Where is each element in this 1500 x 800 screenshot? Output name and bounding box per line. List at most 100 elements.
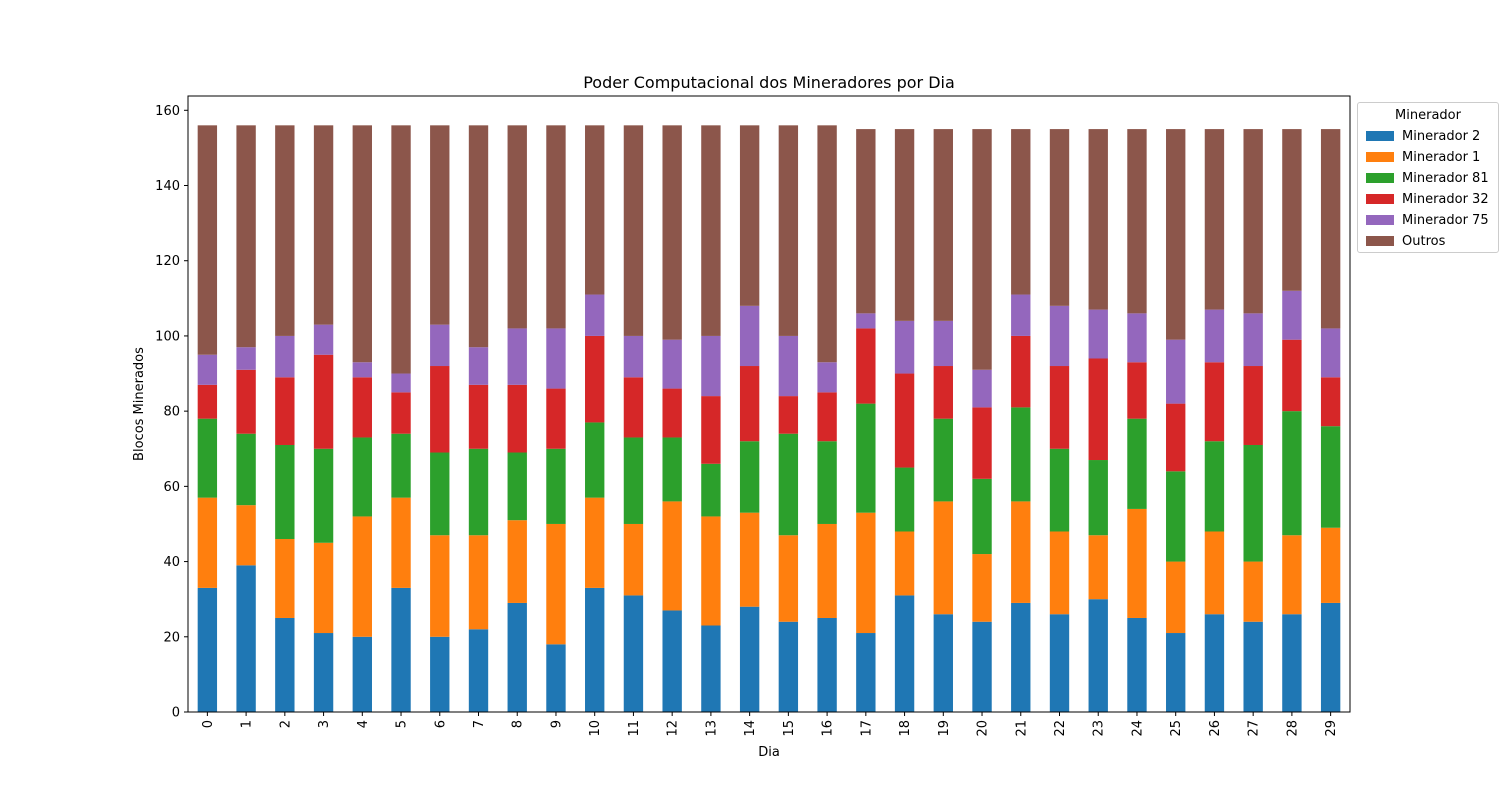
bar-segment-dia-23-series-5 bbox=[1088, 129, 1108, 310]
bar-segment-dia-3-series-1 bbox=[313, 542, 334, 634]
bar-segment-dia-11-series-5 bbox=[623, 125, 644, 336]
bar-segment-dia-13-series-4 bbox=[701, 335, 721, 397]
bar-segment-dia-13-series-5 bbox=[701, 125, 721, 336]
bar-segment-dia-7-series-2 bbox=[468, 448, 489, 536]
bar-segment-dia-10-series-5 bbox=[585, 125, 605, 295]
legend-label: Minerador 81 bbox=[1402, 170, 1489, 186]
bar-segment-dia-3-series-3 bbox=[313, 354, 334, 449]
bar-segment-dia-21-series-4 bbox=[1011, 294, 1031, 336]
bar-segment-dia-17-series-0 bbox=[856, 633, 876, 712]
bar-segment-dia-22-series-5 bbox=[1049, 129, 1070, 306]
x-tick-label: 17 bbox=[859, 720, 874, 737]
bar-segment-dia-24-series-3 bbox=[1127, 362, 1147, 419]
bar-segment-dia-21-series-3 bbox=[1011, 335, 1031, 408]
bar-segment-dia-18-series-4 bbox=[894, 320, 915, 374]
bar-segment-dia-18-series-1 bbox=[894, 531, 915, 596]
bar-segment-dia-19-series-4 bbox=[933, 320, 953, 367]
bar-segment-dia-2-series-4 bbox=[275, 335, 295, 378]
bar-segment-dia-13-series-0 bbox=[701, 625, 721, 712]
bar-segment-dia-2-series-1 bbox=[275, 539, 295, 618]
bar-segment-dia-27-series-2 bbox=[1243, 444, 1263, 562]
bar-segment-dia-10-series-3 bbox=[585, 335, 605, 423]
x-tick-label: 2 bbox=[278, 720, 293, 728]
bar-segment-dia-22-series-4 bbox=[1049, 305, 1070, 367]
bar-segment-dia-13-series-1 bbox=[701, 516, 721, 626]
bar-segment-dia-3-series-2 bbox=[313, 448, 334, 543]
bar-segment-dia-20-series-5 bbox=[972, 129, 992, 370]
bar-segment-dia-10-series-4 bbox=[585, 294, 605, 336]
bar-segment-dia-7-series-5 bbox=[468, 125, 489, 348]
bar-segment-dia-19-series-1 bbox=[933, 501, 953, 615]
bar-segment-dia-16-series-2 bbox=[817, 441, 837, 524]
x-tick-label: 8 bbox=[511, 720, 526, 728]
bar-segment-dia-9-series-2 bbox=[546, 448, 566, 524]
bar-segment-dia-22-series-2 bbox=[1049, 448, 1070, 532]
bar-segment-dia-2-series-2 bbox=[275, 444, 295, 540]
bar-segment-dia-15-series-5 bbox=[778, 125, 799, 336]
legend-swatch bbox=[1366, 194, 1394, 204]
bar-segment-dia-28-series-0 bbox=[1282, 614, 1302, 712]
bar-segment-dia-21-series-0 bbox=[1011, 602, 1031, 712]
x-tick-label: 13 bbox=[704, 720, 719, 737]
bar-segment-dia-23-series-4 bbox=[1088, 309, 1108, 359]
bar-segment-dia-27-series-4 bbox=[1243, 313, 1263, 367]
bar-segment-dia-14-series-1 bbox=[739, 512, 760, 607]
bar-segment-dia-0-series-3 bbox=[197, 384, 218, 419]
bar-segment-dia-9-series-4 bbox=[546, 328, 566, 389]
bar-segment-dia-11-series-4 bbox=[623, 335, 644, 378]
bar-segment-dia-2-series-5 bbox=[275, 125, 295, 336]
legend-swatch bbox=[1366, 215, 1394, 225]
x-tick-label: 20 bbox=[976, 720, 991, 737]
bar-segment-dia-24-series-1 bbox=[1127, 508, 1147, 618]
bar-segment-dia-22-series-3 bbox=[1049, 366, 1070, 449]
bar-segment-dia-3-series-5 bbox=[313, 125, 334, 325]
y-tick-label: 20 bbox=[163, 630, 180, 645]
bar-segment-dia-28-series-2 bbox=[1282, 411, 1302, 536]
bar-segment-dia-9-series-3 bbox=[546, 388, 566, 449]
bar-segment-dia-4-series-2 bbox=[352, 437, 372, 517]
bar-segment-dia-15-series-3 bbox=[778, 396, 799, 434]
x-tick-label: 1 bbox=[240, 720, 255, 728]
bar-segment-dia-3-series-0 bbox=[313, 633, 334, 712]
bar-segment-dia-8-series-0 bbox=[507, 602, 527, 712]
bar-segment-dia-7-series-0 bbox=[468, 629, 489, 712]
bar-segment-dia-10-series-0 bbox=[585, 587, 605, 712]
bar-segment-dia-20-series-1 bbox=[972, 554, 992, 622]
x-tick-label: 4 bbox=[356, 720, 371, 728]
bar-segment-dia-25-series-2 bbox=[1166, 471, 1186, 562]
bar-segment-dia-23-series-2 bbox=[1088, 460, 1108, 536]
x-tick-label: 29 bbox=[1324, 720, 1339, 737]
bar-segment-dia-8-series-5 bbox=[507, 125, 527, 329]
bar-segment-dia-19-series-0 bbox=[933, 614, 953, 712]
bar-segment-dia-27-series-5 bbox=[1243, 129, 1263, 314]
bar-segment-dia-16-series-3 bbox=[817, 392, 837, 442]
bar-segment-dia-5-series-5 bbox=[391, 125, 411, 374]
bar-segment-dia-14-series-3 bbox=[739, 366, 760, 442]
x-tick-label: 11 bbox=[627, 720, 642, 737]
bar-segment-dia-28-series-4 bbox=[1282, 290, 1302, 340]
bar-segment-dia-19-series-3 bbox=[933, 366, 953, 419]
bar-segment-dia-26-series-3 bbox=[1204, 362, 1225, 442]
legend-swatch bbox=[1366, 173, 1394, 183]
bar-segment-dia-25-series-4 bbox=[1166, 339, 1186, 404]
x-tick-label: 9 bbox=[549, 720, 564, 728]
bar-segment-dia-25-series-3 bbox=[1166, 403, 1186, 472]
bar-segment-dia-4-series-5 bbox=[352, 125, 372, 363]
legend-swatch bbox=[1366, 131, 1394, 141]
bar-segment-dia-28-series-5 bbox=[1282, 129, 1302, 291]
y-tick-label: 140 bbox=[155, 179, 180, 194]
bar-segment-dia-9-series-1 bbox=[546, 523, 566, 645]
bar-segment-dia-17-series-4 bbox=[856, 313, 876, 329]
legend-item: Minerador 75 bbox=[1366, 212, 1489, 228]
bar-segment-dia-1-series-1 bbox=[236, 505, 256, 566]
chart-title: Poder Computacional dos Mineradores por … bbox=[583, 73, 955, 92]
legend-title: Minerador bbox=[1395, 108, 1461, 123]
bar-segment-dia-1-series-3 bbox=[236, 369, 256, 434]
bar-segment-dia-6-series-5 bbox=[430, 125, 450, 325]
bar-segment-dia-12-series-0 bbox=[662, 610, 682, 712]
y-tick-label: 160 bbox=[155, 104, 180, 119]
legend-label: Minerador 1 bbox=[1402, 149, 1481, 165]
bar-segment-dia-8-series-1 bbox=[507, 520, 527, 603]
bar-segment-dia-16-series-0 bbox=[817, 617, 837, 712]
bar-segment-dia-22-series-1 bbox=[1049, 531, 1070, 615]
